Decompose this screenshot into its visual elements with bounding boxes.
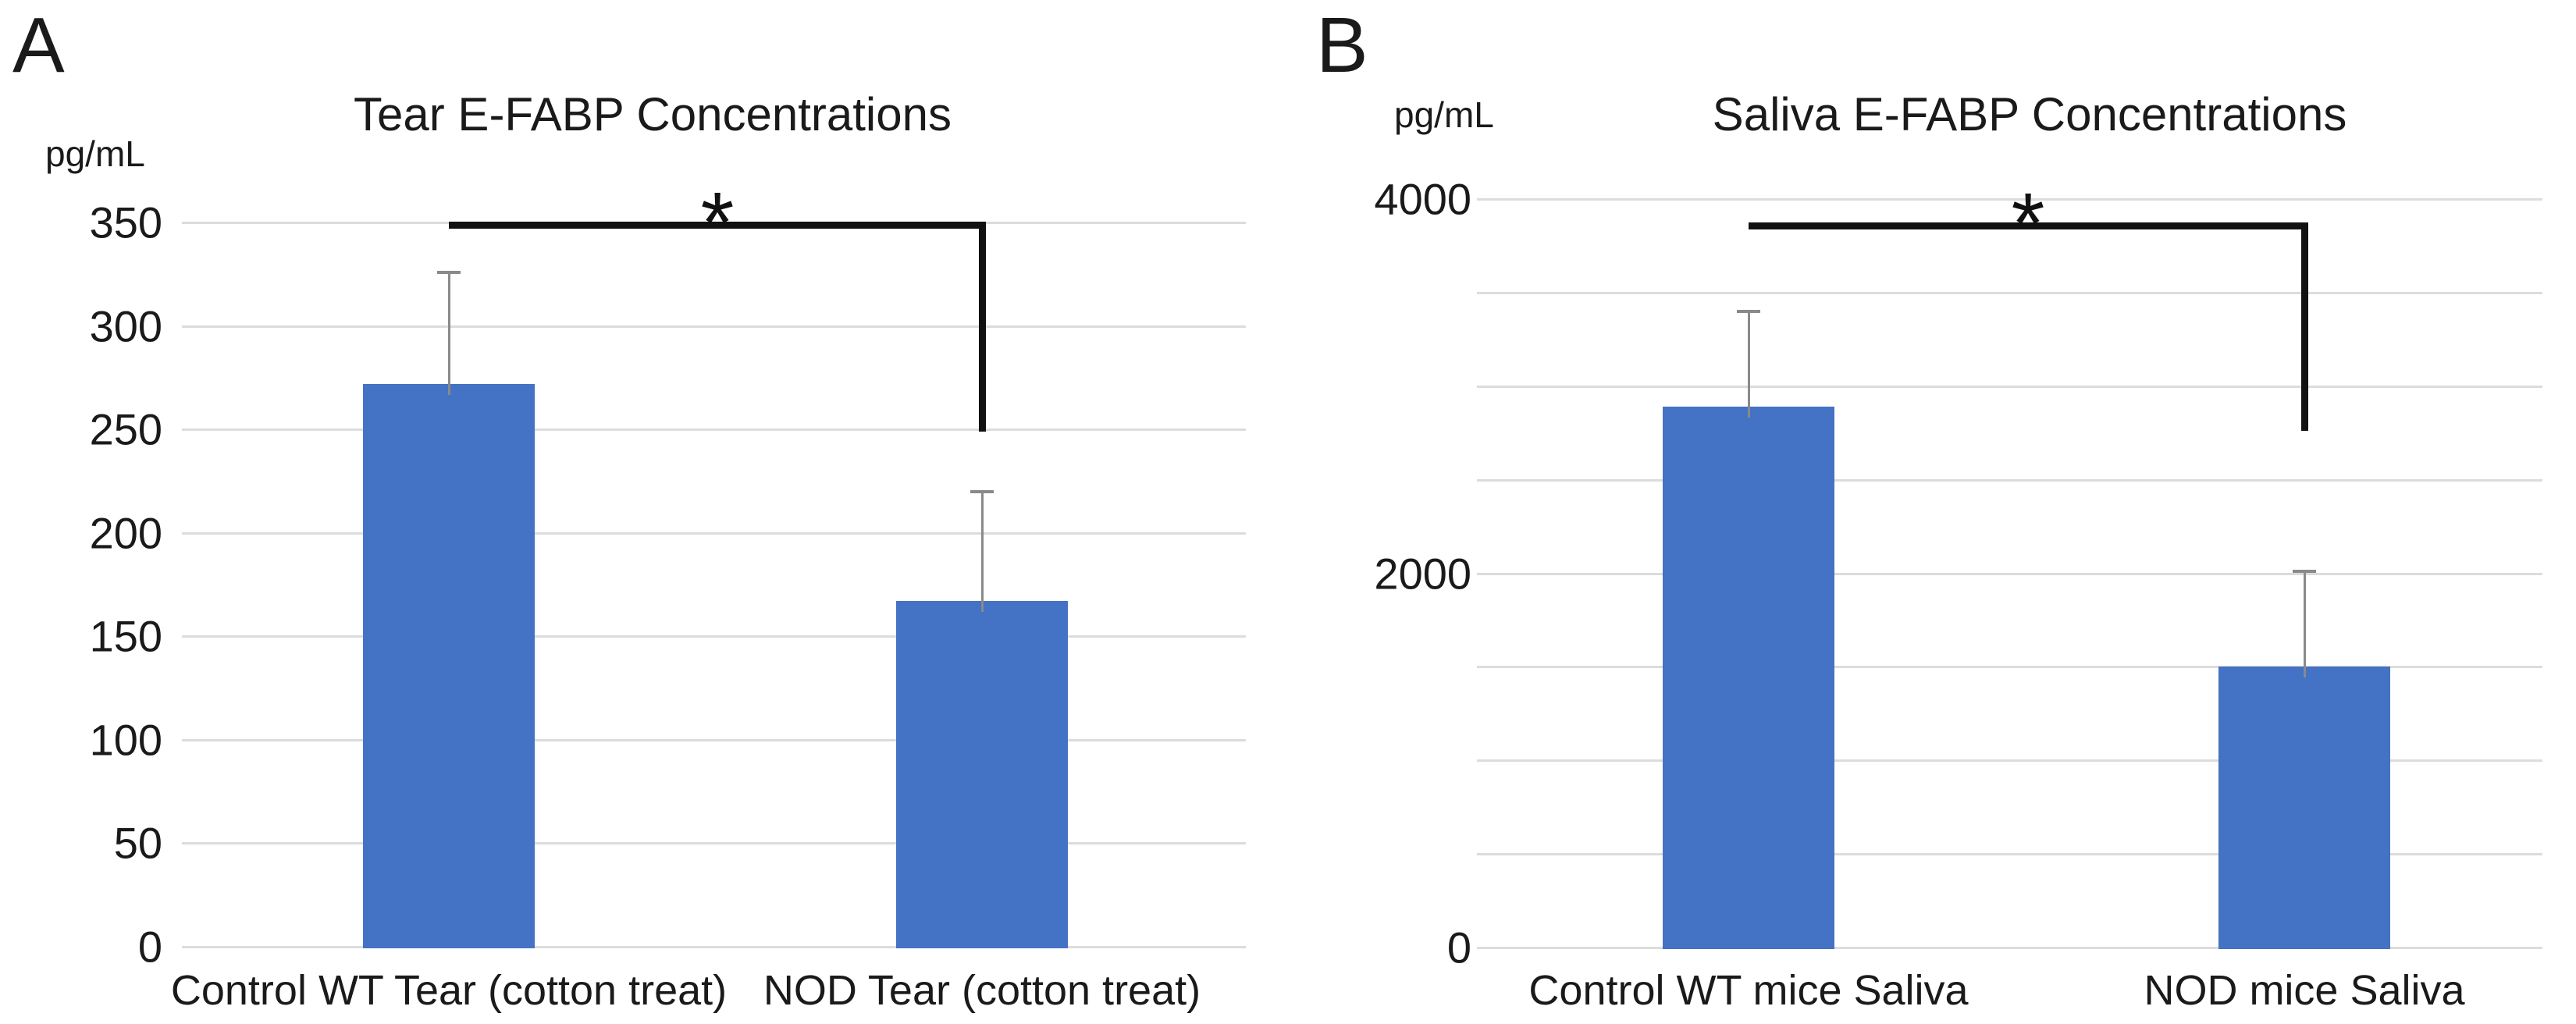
significance-bracket-vertical	[2301, 222, 2308, 432]
error-bar-line-1	[980, 491, 984, 613]
error-bar-cap-1	[970, 489, 994, 493]
x-category-label-1: NOD mice Saliva	[2144, 967, 2465, 1014]
gridline-3000	[1477, 385, 2542, 388]
gridline-100	[182, 738, 1246, 741]
gridline-1500	[1477, 666, 2542, 669]
significance-asterisk: *	[2011, 175, 2045, 272]
significance-bracket-vertical	[979, 221, 986, 432]
gridline-200	[182, 532, 1246, 535]
panel-b-letter: B	[1316, 2, 1368, 89]
gridline-500	[1477, 853, 2542, 856]
error-bar-cap-0	[1737, 309, 1760, 313]
x-category-label-1: NOD Tear (cotton treat)	[763, 967, 1201, 1014]
significance-asterisk: *	[700, 174, 735, 271]
gridline-0	[1477, 947, 2542, 949]
panel-a-letter: A	[12, 2, 65, 89]
y-tick-label-150: 150	[89, 611, 162, 661]
y-tick-label-350: 350	[89, 197, 162, 247]
gridline-150	[182, 635, 1246, 638]
error-bar-cap-0	[437, 270, 461, 274]
bar-nod-mice-saliva	[2218, 667, 2390, 949]
gridline-4000	[1477, 198, 2542, 201]
gridline-1000	[1477, 759, 2542, 763]
y-tick-label-0: 0	[137, 922, 162, 972]
error-bar-line-1	[2303, 571, 2306, 678]
y-tick-label-300: 300	[89, 301, 162, 351]
significance-bracket-horizontal	[449, 221, 986, 229]
bar-control-wt-mice-saliva	[1663, 407, 1834, 949]
gridline-0	[182, 946, 1246, 948]
bar-control-wt-tear-cotton-treat-	[363, 383, 535, 948]
y-tick-label-2000: 2000	[1374, 549, 1471, 598]
x-category-label-0: Control WT mice Saliva	[1528, 967, 1969, 1014]
significance-bracket-horizontal	[1749, 222, 2308, 229]
y-tick-label-50: 50	[113, 818, 162, 868]
gridline-250	[182, 428, 1246, 432]
y-tick-label-100: 100	[89, 715, 162, 765]
gridline-300	[182, 325, 1246, 328]
gridline-3500	[1477, 291, 2542, 294]
y-tick-label-0: 0	[1446, 923, 1471, 972]
y-tick-label-200: 200	[89, 508, 162, 558]
panel-b-y-axis-unit-label: pg/mL	[1394, 94, 1494, 135]
gridline-2000	[1477, 572, 2542, 575]
gridline-50	[182, 842, 1246, 845]
y-tick-label-250: 250	[89, 404, 162, 454]
panel-a-chart-title: Tear E-FABP Concentrations	[354, 88, 952, 140]
panel-b-chart-title: Saliva E-FABP Concentrations	[1712, 88, 2347, 140]
error-bar-cap-1	[2293, 570, 2316, 574]
error-bar-line-0	[447, 272, 450, 395]
y-tick-label-4000: 4000	[1374, 174, 1471, 224]
bar-nod-tear-cotton-treat-	[896, 601, 1068, 948]
error-bar-line-0	[1747, 311, 1750, 418]
x-category-label-0: Control WT Tear (cotton treat)	[170, 967, 728, 1014]
panel-a-y-axis-unit-label: pg/mL	[45, 133, 145, 174]
gridline-2500	[1477, 478, 2542, 482]
